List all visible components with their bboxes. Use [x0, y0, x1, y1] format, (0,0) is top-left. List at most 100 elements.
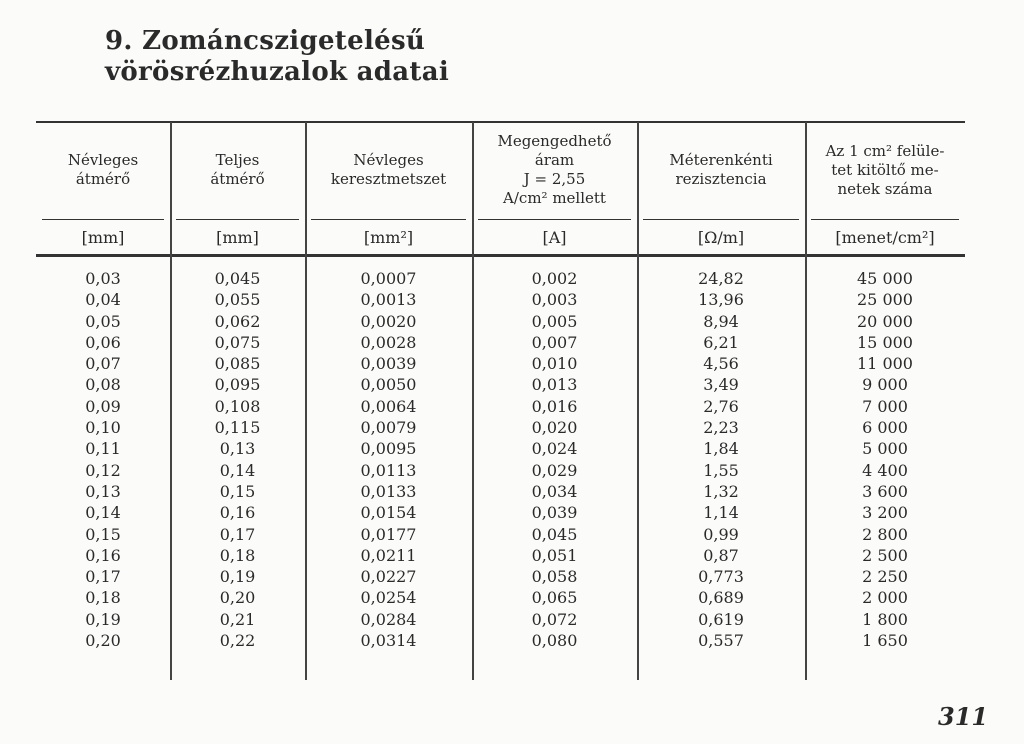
- table-cell: 7 000: [862, 396, 908, 416]
- table-cell: 0,0133: [360, 481, 417, 501]
- table-cell: 0,16: [85, 545, 121, 565]
- title-line-1: 9. Zománcszigetelésű: [105, 26, 426, 56]
- table-cell: 25 000: [857, 290, 913, 310]
- table-cell: 0,045: [214, 269, 261, 288]
- table-cell: 0,14: [219, 460, 256, 480]
- table-cell: 2,76: [703, 396, 739, 416]
- table-cell: 1 800: [862, 609, 908, 629]
- column-header-line: átmérő: [210, 170, 265, 188]
- table-cell: 0,039: [531, 503, 578, 523]
- column-values: 45 000 25 000 20 000 15 000 11 000 9 000 7 000…: [805, 268, 965, 651]
- table-cell: 5 000: [862, 439, 908, 459]
- table-cell: 0,10: [85, 418, 121, 438]
- table-cell: 0,0050: [360, 375, 417, 395]
- table-cell: 0,87: [703, 545, 739, 565]
- table-cell: 0,773: [698, 567, 744, 587]
- table-cell: 0,18: [219, 545, 256, 565]
- column-header-line: tet kitöltő me-: [831, 160, 939, 179]
- table-cell: 0,17: [219, 524, 256, 544]
- table-cell: 0,115: [214, 418, 261, 438]
- table-cell: 0,0039: [360, 354, 417, 374]
- column-header-line: keresztmetszet: [330, 170, 447, 188]
- table-cell: 2 500: [862, 545, 908, 565]
- column-header-line: J = 2,55: [523, 170, 586, 188]
- table-cell: 0,04: [85, 290, 121, 310]
- table-cell: 0,15: [85, 524, 121, 544]
- table-cell: 0,15: [219, 481, 256, 501]
- table-cell: 0,619: [698, 609, 744, 629]
- table-cell: 0,034: [531, 481, 578, 501]
- column-header-line: Méterenkénti: [669, 151, 773, 169]
- table-cell: 0,013: [531, 375, 578, 395]
- table-cell: 0,010: [531, 354, 578, 374]
- table-cell: 2 800: [862, 524, 908, 544]
- table-cell: 8,94: [703, 311, 739, 331]
- table-cell: 0,99: [703, 524, 739, 544]
- table-cell: 3 600: [862, 481, 908, 501]
- table-cell: 0,07: [85, 354, 121, 374]
- table-cell: 0,0013: [360, 290, 417, 310]
- table-cell: 0,20: [219, 588, 256, 608]
- column-header-line: Megengedhető: [497, 132, 612, 150]
- table-cell: 0,20: [85, 631, 121, 651]
- column-unit: [menet/cm²]: [835, 227, 935, 247]
- table-cell: 45 000: [857, 269, 913, 288]
- table-cell: 0,13: [85, 481, 121, 501]
- table-cell: 20 000: [857, 311, 913, 331]
- table-top-rule: [36, 121, 965, 123]
- table-cell: 0,689: [698, 588, 744, 608]
- table-cell: 15 000: [857, 332, 913, 352]
- column-unit: [mm]: [81, 227, 125, 247]
- table-cell: 9 000: [862, 375, 908, 395]
- table-cell: 0,065: [531, 588, 578, 608]
- table-cell: 1,14: [703, 503, 739, 523]
- table-cell: 1 650: [862, 631, 908, 651]
- column-values: 0,0007 0,0013 0,0020 0,0028 0,0039 0,0050 0,00…: [305, 268, 472, 651]
- table-cell: 0,016: [531, 396, 578, 416]
- table-cell: 0,03: [85, 269, 121, 288]
- table-cell: 3,49: [703, 375, 739, 395]
- table-cell: 4 400: [862, 460, 908, 480]
- table-cell: 0,002: [531, 269, 578, 288]
- table-cell: 0,14: [85, 503, 121, 523]
- header-unit-rule: [311, 219, 466, 220]
- table-cell: 11 000: [857, 354, 913, 374]
- table-cell: 0,557: [698, 631, 744, 651]
- column-header-line: áram: [534, 151, 575, 169]
- column-header-line: átmérő: [75, 170, 131, 188]
- table-cell: 0,0064: [360, 396, 417, 416]
- table-cell: 0,16: [219, 503, 256, 523]
- table-cell: 0,08: [85, 375, 121, 395]
- table-cell: 0,19: [85, 609, 121, 629]
- table-cell: 0,09: [85, 396, 121, 416]
- table-cell: 0,12: [85, 460, 121, 480]
- table-cell: 0,0177: [360, 524, 417, 544]
- column-header-line: Az 1 cm² felüle-: [825, 141, 945, 160]
- column-divider: [472, 122, 474, 680]
- table-cell: 0,005: [531, 311, 578, 331]
- table-cell: 6,21: [703, 332, 739, 352]
- table-cell: 6 000: [862, 418, 908, 438]
- table-cell: 0,05: [85, 311, 121, 331]
- table-cell: 0,0227: [360, 567, 417, 587]
- table-cell: 0,06: [85, 332, 121, 352]
- table-cell: 0,13: [219, 439, 256, 459]
- header-unit-rule: [42, 219, 164, 220]
- table-cell: 0,020: [531, 418, 578, 438]
- table-cell: 0,11: [85, 439, 121, 459]
- table-cell: 0,0284: [360, 609, 417, 629]
- column-divider: [170, 122, 172, 680]
- column-divider: [637, 122, 639, 680]
- column-divider: [305, 122, 307, 680]
- table-cell: 0,024: [531, 439, 578, 459]
- header-unit-rule: [811, 219, 959, 220]
- table-header-rule: [36, 254, 965, 257]
- column-divider: [805, 122, 807, 680]
- table-cell: 0,045: [531, 524, 578, 544]
- table-cell: 0,072: [531, 609, 578, 629]
- table-cell: 1,55: [703, 460, 739, 480]
- table-cell: 0,17: [85, 567, 121, 587]
- table-cell: 0,055: [214, 290, 261, 310]
- table-cell: 13,96: [698, 290, 744, 310]
- table-cell: 0,0254: [360, 588, 417, 608]
